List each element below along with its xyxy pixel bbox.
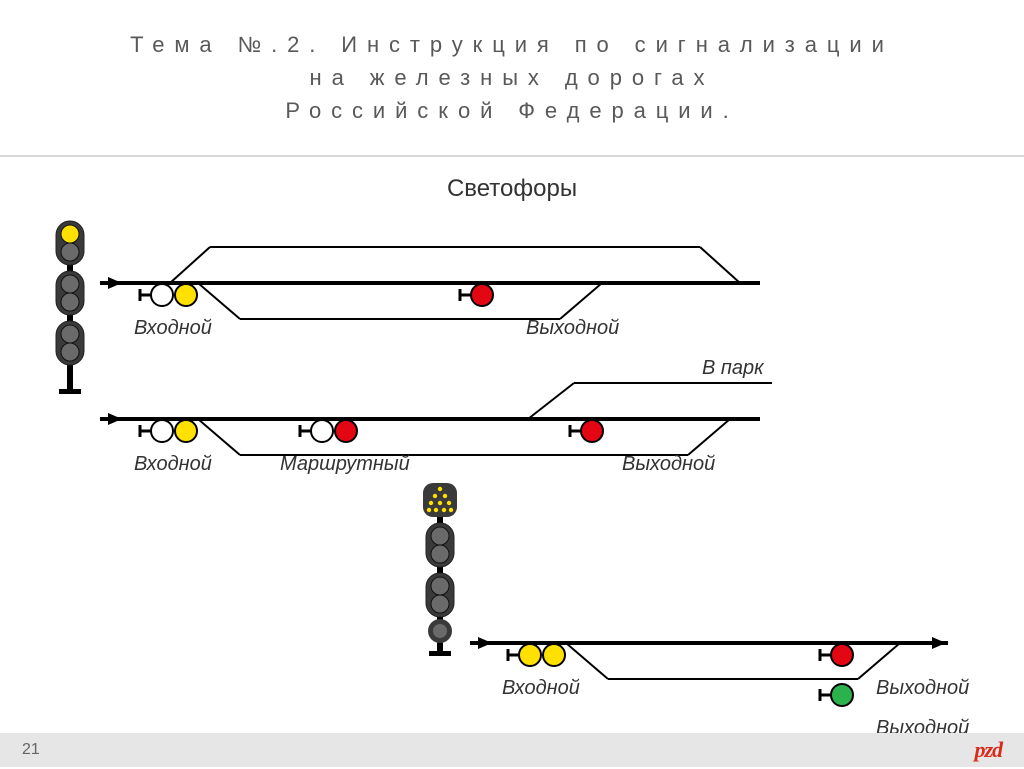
diagram-label-vhodnoy: Входной [502,677,580,700]
diagram-label-vyhodnoy: Выходной [526,317,619,340]
subtitle: Светофоры [0,175,1024,203]
title-line3: Российской Федерации. [20,94,1004,127]
divider [0,155,1024,157]
diagram-label-vyhodnoy: Выходной [876,677,969,700]
title-block: Тема №.2. Инструкция по сигнализации на … [0,0,1024,137]
diagram-label-v_park: В парк [702,357,764,380]
title-line2: на железных дорогах [20,61,1004,94]
page-number: 21 [22,741,40,759]
diagram-label-marshrutny: Маршрутный [280,453,410,476]
rzd-logo: pzd [974,737,1002,763]
diagram-label-vhodnoy: Входной [134,317,212,340]
diagram-canvas: Входной Выходной Входной Маршрутный Выходной… [0,209,1024,769]
diagram-label-vyhodnoy: Выходной [622,453,715,476]
diagram-label-vhodnoy: Входной [134,453,212,476]
title-line1: Тема №.2. Инструкция по сигнализации [20,28,1004,61]
footer: 21 pzd [0,733,1024,767]
